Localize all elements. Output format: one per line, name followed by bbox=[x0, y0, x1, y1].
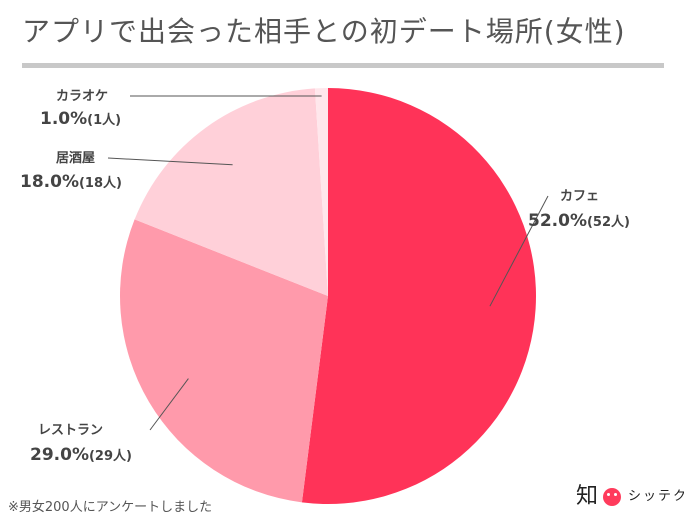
leader-line-izakaya bbox=[107, 157, 233, 166]
slice-count-izakaya: (18人) bbox=[79, 175, 122, 191]
slice-label-cafe: カフェ bbox=[560, 189, 599, 204]
logo-text: シッテク bbox=[628, 489, 684, 504]
slice-label-izakaya: 居酒屋 bbox=[56, 151, 95, 166]
slice-percent-karaoke: 1.0% bbox=[40, 109, 87, 129]
slice-value-cafe: 52.0%(52人) bbox=[528, 211, 630, 231]
footnote: ※男女200人にアンケートしました bbox=[8, 500, 213, 515]
pie-slice-restaurant bbox=[120, 219, 329, 503]
slice-count-karaoke: (1人) bbox=[87, 112, 121, 128]
slice-value-karaoke: 1.0%(1人) bbox=[40, 109, 121, 129]
slice-label-karaoke: カラオケ bbox=[56, 89, 108, 104]
leader-line-cafe bbox=[489, 195, 549, 307]
leader-line-restaurant bbox=[149, 378, 189, 431]
site-logo[interactable]: 知 シッテク bbox=[576, 484, 684, 510]
slice-percent-restaurant: 29.0% bbox=[30, 445, 89, 465]
slice-value-izakaya: 18.0%(18人) bbox=[20, 172, 122, 192]
title-underline bbox=[22, 63, 664, 68]
slice-count-cafe: (52人) bbox=[587, 214, 630, 230]
slice-value-restaurant: 29.0%(29人) bbox=[30, 445, 132, 465]
slice-percent-izakaya: 18.0% bbox=[20, 172, 79, 192]
chart-title: アプリで出会った相手との初デート場所(女性) bbox=[22, 15, 626, 48]
smiley-face-icon bbox=[603, 488, 621, 506]
logo-kanji: 知 bbox=[576, 484, 599, 509]
leader-lines bbox=[107, 95, 549, 431]
pie-slice-cafe bbox=[301, 88, 536, 504]
slice-label-restaurant: レストラン bbox=[38, 423, 103, 438]
pie-slice-karaoke bbox=[314, 88, 328, 296]
pie-slice-izakaya bbox=[134, 88, 328, 296]
slice-count-restaurant: (29人) bbox=[89, 448, 132, 464]
slice-percent-cafe: 52.0% bbox=[528, 211, 587, 231]
pie-slices bbox=[120, 88, 536, 504]
